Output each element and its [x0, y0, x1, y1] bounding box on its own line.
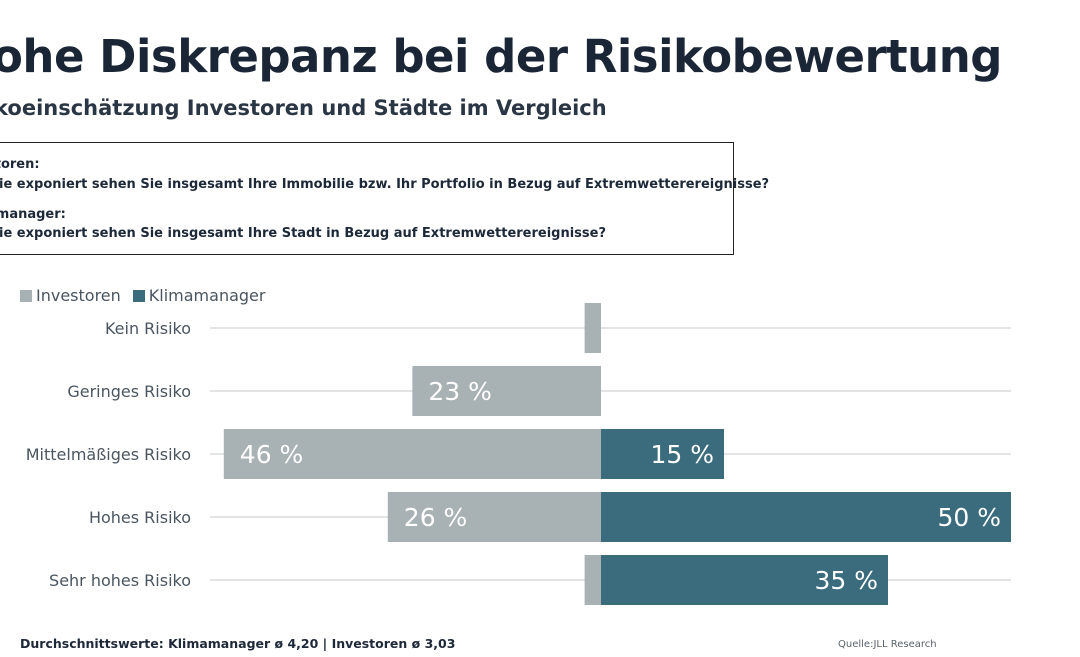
bar-klimamanager — [601, 429, 724, 479]
page-title: ohe Diskrepanz bei der Risikobewertung — [0, 30, 1002, 83]
source-note: Quelle:JLL Research — [838, 639, 937, 650]
manager-question-text: wie exponiert sehen Sie insgesamt Ihre S… — [0, 226, 607, 241]
bar-investoren — [584, 303, 601, 353]
category-label: Mittelmäßiges Risiko — [26, 445, 191, 464]
legend-label-investoren: Investoren — [36, 286, 121, 305]
legend-swatch-klimamanager — [132, 289, 145, 302]
bar-investoren — [584, 555, 601, 605]
bar-klimamanager — [601, 492, 1011, 542]
data-label-klimamanager: 15 % — [650, 440, 714, 469]
chart-legend: Investoren Klimamanager — [20, 286, 277, 305]
legend-label-klimamanager: Klimamanager — [148, 286, 266, 305]
page-subtitle: koeinschätzung Investoren und Städte im … — [0, 96, 607, 120]
data-label-investoren: 23 % — [428, 377, 492, 406]
category-label: Kein Risiko — [105, 319, 191, 338]
averages-note: Durchschnittswerte: Klimamanager ø 4,20 … — [20, 636, 456, 651]
bar-investoren — [223, 429, 602, 479]
data-label-klimamanager: 35 % — [814, 566, 878, 595]
manager-question-label: amanager: — [0, 207, 66, 222]
data-label-investoren: 46 % — [240, 440, 304, 469]
data-label-klimamanager: 50 % — [937, 503, 1001, 532]
category-label: Sehr hohes Risiko — [49, 571, 191, 590]
investor-question-text: wie exponiert sehen Sie insgesamt Ihre I… — [0, 177, 770, 192]
bar-klimamanager — [601, 555, 888, 605]
legend-item-investoren: Investoren — [20, 286, 121, 305]
category-label: Hohes Risiko — [89, 508, 191, 527]
investor-question-label: storen: — [0, 157, 40, 172]
bar-investoren — [412, 366, 601, 416]
legend-item-klimamanager: Klimamanager — [132, 286, 266, 305]
question-box: storen: wie exponiert sehen Sie insgesam… — [0, 142, 769, 255]
data-label-investoren: 26 % — [404, 503, 468, 532]
category-label: Geringes Risiko — [67, 382, 191, 401]
bar-investoren — [387, 492, 601, 542]
legend-swatch-investoren — [20, 289, 32, 302]
